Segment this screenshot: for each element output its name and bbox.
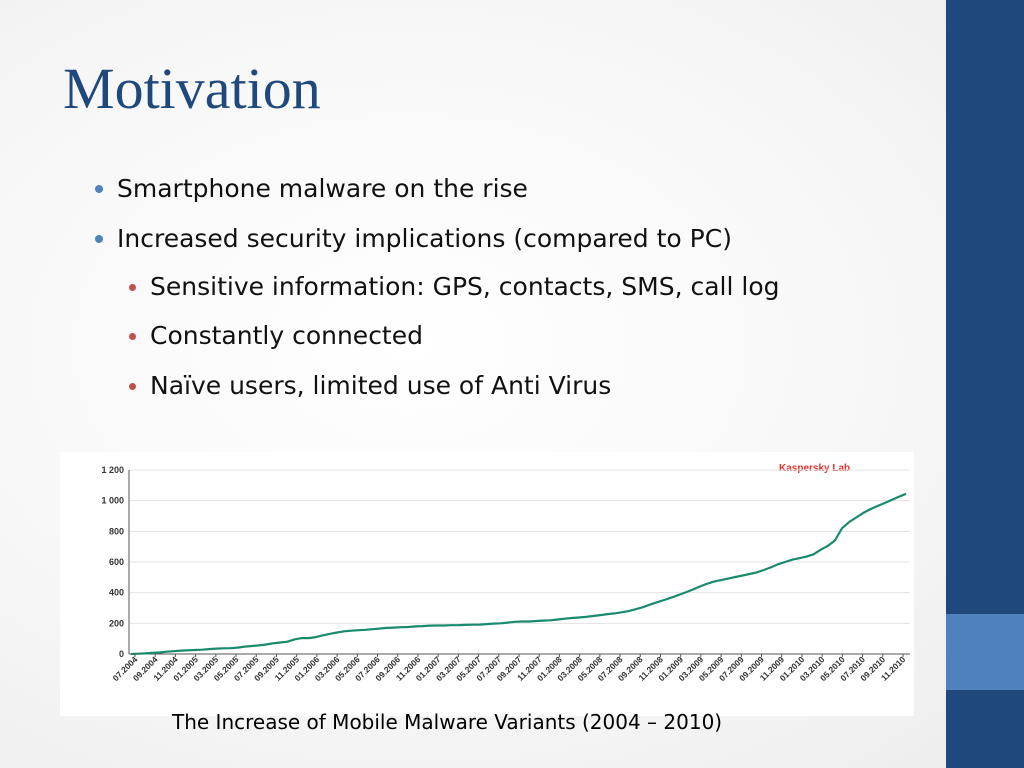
bullet-dot-icon	[129, 333, 136, 340]
series-line	[130, 492, 907, 656]
y-tick-label: 1 000	[101, 496, 124, 506]
chart-caption: The Increase of Mobile Malware Variants …	[172, 710, 723, 734]
slide-title: Motivation	[63, 56, 321, 121]
bullet-text: Naïve users, limited use of Anti Virus	[150, 371, 612, 400]
y-tick-label: 0	[119, 649, 124, 659]
sidebar-accent-decoration	[946, 614, 1024, 690]
sub-bullet-item: Naïve users, limited use of Anti Virus	[129, 371, 612, 400]
y-tick-label: 200	[109, 618, 124, 628]
sub-bullet-item: Constantly connected	[129, 321, 423, 350]
chart-container: Kaspersky Lab 0 200 400 600 800 1 000 1 200 07.2…	[60, 452, 914, 716]
bullet-item: Smartphone malware on the rise	[95, 174, 528, 203]
bullet-text: Smartphone malware on the rise	[117, 174, 528, 203]
y-tick-label: 600	[109, 557, 124, 567]
y-tick-label: 400	[109, 588, 124, 598]
y-tick-label: 1 200	[101, 465, 124, 475]
y-tick-label: 800	[109, 526, 124, 536]
bullet-dot-icon	[129, 284, 136, 291]
bullet-dot-icon	[95, 235, 103, 243]
bullet-item: Increased security implications (compare…	[95, 224, 732, 253]
chart-source-label: Kaspersky Lab	[779, 463, 850, 474]
bullet-text: Increased security implications (compare…	[117, 224, 732, 253]
bullet-text: Constantly connected	[150, 321, 423, 350]
bullet-text: Sensitive information: GPS, contacts, SM…	[150, 272, 780, 301]
bullet-dot-icon	[95, 185, 103, 193]
bullet-dot-icon	[129, 383, 136, 390]
sub-bullet-item: Sensitive information: GPS, contacts, SM…	[129, 272, 780, 301]
